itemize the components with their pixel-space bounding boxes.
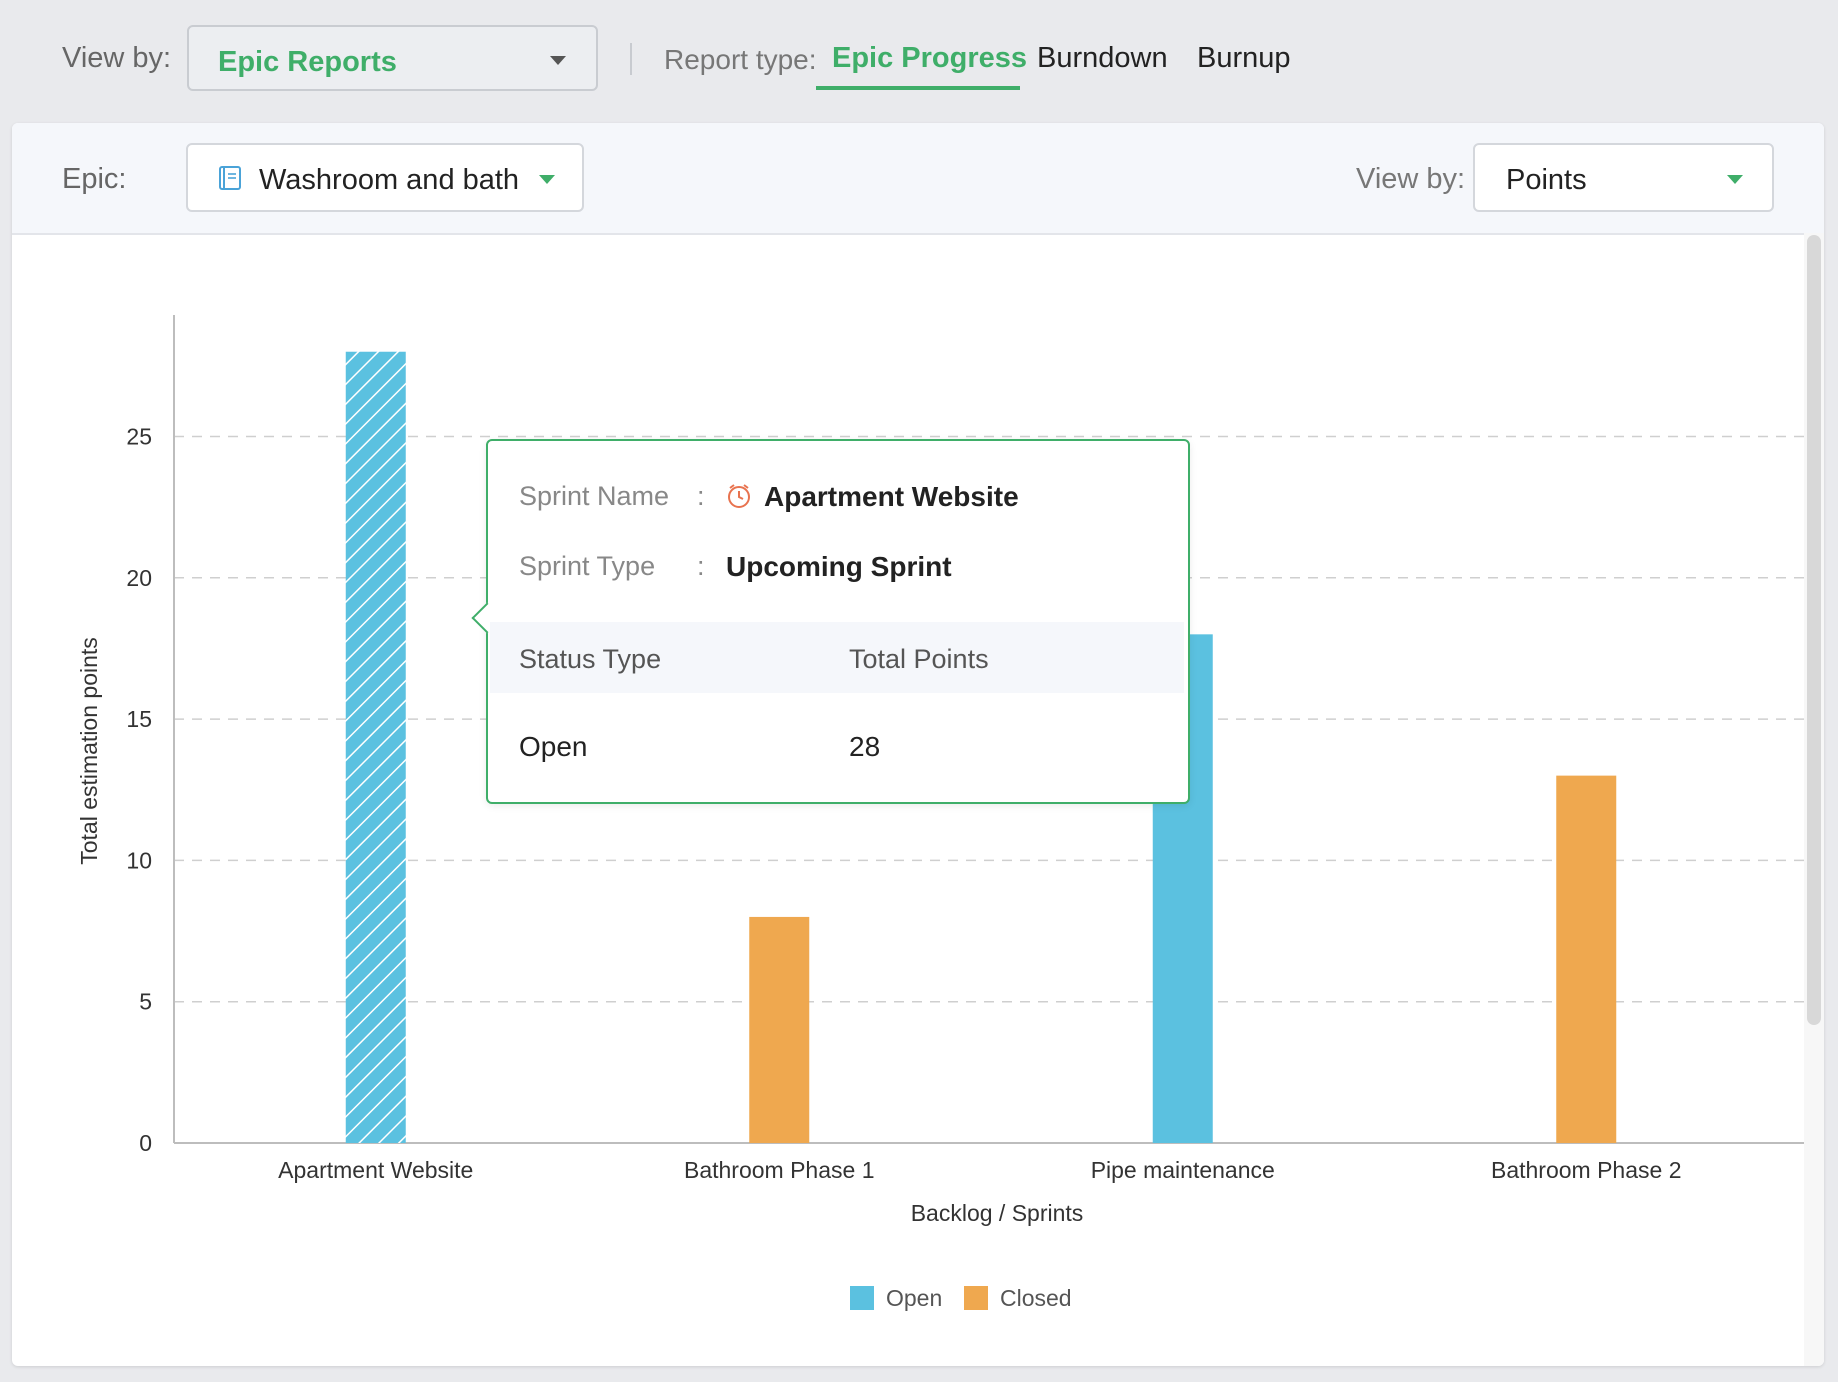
x-tick-label: Bathroom Phase 2 <box>1491 1157 1682 1183</box>
x-tick-label: Bathroom Phase 1 <box>684 1157 875 1183</box>
toolbar-divider <box>630 43 632 75</box>
axes <box>173 315 1804 1144</box>
report-card: Epic: Washroom and bath View by: Points <box>12 123 1824 1366</box>
legend-label[interactable]: Open <box>886 1285 942 1311</box>
active-tab-indicator <box>816 86 1020 90</box>
y-tick-label: 0 <box>139 1130 152 1156</box>
tab-burndown[interactable]: Burndown <box>1037 42 1168 74</box>
tooltip-row-status: Open <box>519 731 588 762</box>
x-tick-labels: Apartment Website Bathroom Phase 1 Pipe ma… <box>278 1157 1681 1183</box>
view-by-label: View by: <box>62 42 172 74</box>
report-toolbar: View by: Epic Reports Report type: Epic … <box>0 0 1838 122</box>
legend-label[interactable]: Closed <box>1000 1285 1072 1311</box>
tooltip-sprint-type-value: Upcoming Sprint <box>726 551 952 582</box>
tooltip-col-points: Total Points <box>849 644 989 674</box>
legend-swatch <box>850 1286 874 1310</box>
epic-select[interactable]: Washroom and bath <box>186 143 584 212</box>
x-axis-title: Backlog / Sprints <box>911 1200 1084 1226</box>
y-tick-label: 10 <box>126 847 152 873</box>
epic-label: Epic: <box>62 163 127 195</box>
view-by-units-value: Points <box>1506 164 1587 196</box>
tooltip-row-points: 28 <box>849 731 881 762</box>
chevron-down-icon <box>539 175 555 184</box>
view-by-select-value: Epic Reports <box>218 46 397 78</box>
view-by-units-select[interactable]: Points <box>1473 143 1774 212</box>
x-tick-label: Pipe maintenance <box>1091 1157 1275 1183</box>
tooltip-colon: : <box>697 551 705 581</box>
legend: Open Closed <box>850 1285 1072 1311</box>
tab-epic-progress[interactable]: Epic Progress <box>832 42 1028 74</box>
legend-swatch <box>964 1286 988 1310</box>
tooltip-sprint-type-label: Sprint Type <box>519 551 656 581</box>
chevron-down-icon <box>1727 175 1743 184</box>
view-by-units-label: View by: <box>1356 163 1466 195</box>
chevron-down-icon <box>550 56 566 65</box>
epic-progress-chart: 0 5 10 15 20 25 Apartment Website Bathroom Pha… <box>76 315 1804 1311</box>
view-by-select[interactable]: Epic Reports <box>187 25 598 91</box>
bar-tooltip: Sprint Name : Apartment Website Sprint T… <box>471 439 1190 804</box>
y-tick-labels: 0 5 10 15 20 25 <box>126 424 152 1156</box>
tooltip-sprint-name-value: Apartment Website <box>764 481 1019 512</box>
x-tick-label: Apartment Website <box>278 1157 473 1183</box>
tooltip-sprint-name-label: Sprint Name <box>519 481 670 511</box>
y-axis-title: Total estimation points <box>76 637 102 865</box>
y-tick-label: 25 <box>126 424 152 450</box>
filter-bar: Epic: Washroom and bath View by: Points <box>12 123 1824 235</box>
report-type-label: Report type: <box>664 44 817 75</box>
tooltip-colon: : <box>697 481 705 511</box>
chart-bar[interactable] <box>749 916 810 1143</box>
bars <box>345 351 1617 1143</box>
y-tick-label: 5 <box>139 989 152 1015</box>
scrollbar-thumb[interactable] <box>1807 235 1821 1025</box>
tab-burnup[interactable]: Burnup <box>1197 42 1291 74</box>
book-icon <box>219 166 241 190</box>
clock-icon <box>728 484 750 508</box>
y-tick-label: 15 <box>126 706 152 732</box>
y-tick-label: 20 <box>126 565 152 591</box>
chart-bar[interactable] <box>1556 775 1617 1143</box>
chart-bar[interactable] <box>345 351 406 1143</box>
epic-select-value: Washroom and bath <box>259 164 520 196</box>
tooltip-col-status: Status Type <box>519 644 662 674</box>
tooltip-table-header <box>490 622 1184 693</box>
